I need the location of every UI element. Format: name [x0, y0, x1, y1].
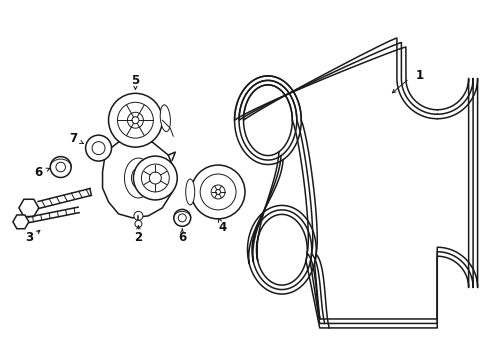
- Circle shape: [50, 157, 71, 177]
- Circle shape: [178, 214, 186, 222]
- Circle shape: [127, 112, 143, 128]
- Circle shape: [92, 141, 105, 154]
- Text: 7: 7: [69, 132, 78, 145]
- Circle shape: [134, 211, 142, 220]
- Circle shape: [56, 162, 65, 172]
- Ellipse shape: [185, 179, 194, 205]
- Polygon shape: [102, 138, 175, 218]
- Circle shape: [108, 93, 162, 147]
- Text: 4: 4: [218, 221, 226, 234]
- Circle shape: [85, 135, 111, 161]
- Text: 1: 1: [414, 69, 423, 82]
- Circle shape: [173, 210, 190, 226]
- Text: 2: 2: [134, 231, 142, 244]
- Ellipse shape: [160, 105, 170, 132]
- Circle shape: [135, 220, 142, 227]
- Circle shape: [141, 164, 169, 192]
- Ellipse shape: [124, 158, 152, 198]
- Circle shape: [149, 172, 161, 184]
- Text: 3: 3: [25, 231, 33, 244]
- Circle shape: [211, 185, 224, 199]
- Circle shape: [215, 189, 220, 194]
- Circle shape: [200, 174, 236, 210]
- Circle shape: [133, 156, 177, 200]
- Ellipse shape: [131, 168, 145, 188]
- Circle shape: [132, 117, 139, 124]
- Text: 5: 5: [131, 74, 139, 87]
- Circle shape: [191, 165, 244, 219]
- Text: 6: 6: [35, 166, 43, 179]
- Text: 6: 6: [178, 231, 186, 244]
- Circle shape: [117, 102, 153, 138]
